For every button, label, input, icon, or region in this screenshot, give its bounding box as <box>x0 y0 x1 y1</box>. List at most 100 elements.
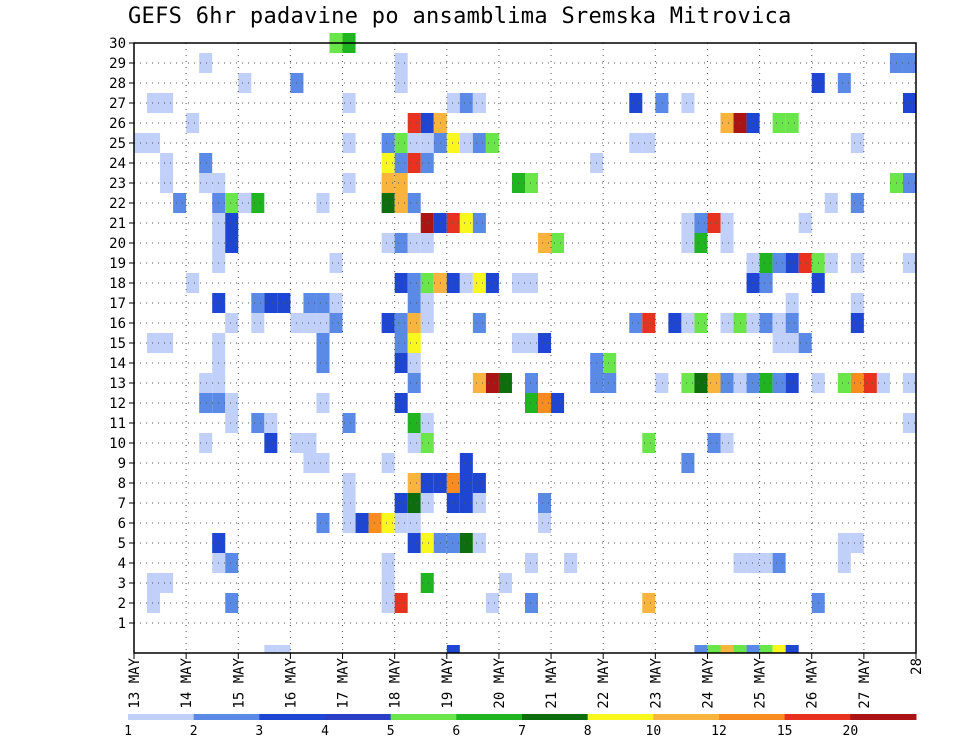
precip-cell <box>199 393 213 413</box>
precip-cell <box>837 553 851 573</box>
precip-cell <box>316 353 330 373</box>
precip-cell <box>251 313 265 333</box>
precip-cell <box>407 193 421 213</box>
precip-cell <box>759 373 773 393</box>
colorbar-label: 4 <box>321 724 329 739</box>
colorbar-segment <box>522 714 589 720</box>
precip-cell <box>472 313 486 333</box>
y-tick-label: 3 <box>118 576 126 592</box>
colorbar-label: 5 <box>387 724 395 739</box>
precip-cell <box>551 393 565 413</box>
precip-cell <box>525 173 539 193</box>
precip-cell <box>381 573 395 593</box>
precip-cell <box>902 53 916 73</box>
precip-cell <box>251 413 265 433</box>
y-tick-label: 17 <box>109 296 126 312</box>
precip-cell <box>394 153 408 173</box>
precip-cell <box>446 533 460 553</box>
precip-cell <box>850 373 864 393</box>
precip-cell <box>303 433 317 453</box>
x-tick-label: 17 MAY <box>336 657 352 708</box>
y-tick-label: 21 <box>109 216 126 232</box>
precip-cell <box>681 93 695 113</box>
precip-cell <box>394 273 408 293</box>
precip-cell <box>381 553 395 573</box>
precip-cell <box>381 593 395 613</box>
precip-cell <box>342 473 356 493</box>
precip-cell <box>446 213 460 233</box>
precip-cell <box>850 253 864 273</box>
precip-cell <box>420 293 434 313</box>
precip-cell <box>446 473 460 493</box>
precip-cell <box>538 233 552 253</box>
plot-frame <box>133 42 917 654</box>
y-tick-label: 5 <box>118 536 126 552</box>
precip-cell <box>746 313 760 333</box>
precip-cell <box>629 93 643 113</box>
precip-cell <box>694 313 708 333</box>
precip-cell <box>381 233 395 253</box>
y-tick-label: 14 <box>109 356 126 372</box>
precip-cell <box>642 133 656 153</box>
precip-cell <box>238 73 252 93</box>
precip-cell <box>655 93 669 113</box>
precip-cell <box>329 253 343 273</box>
precip-cell <box>342 173 356 193</box>
precip-cell <box>407 513 421 533</box>
precip-cell <box>564 553 578 573</box>
x-tick-label: 18 MAY <box>388 657 404 708</box>
precip-cell <box>420 473 434 493</box>
colorbar-label: 6 <box>452 724 460 739</box>
precip-cell <box>681 453 695 473</box>
colorbar-segment <box>587 714 654 720</box>
precip-cell <box>642 313 656 333</box>
precip-cell <box>485 373 499 393</box>
precip-cell <box>316 453 330 473</box>
y-tick-label: 19 <box>109 256 126 272</box>
precip-cell <box>772 333 786 353</box>
colorbar-label: 1 <box>124 724 132 739</box>
x-tick-label: 22 MAY <box>596 657 612 708</box>
precip-cell <box>551 233 565 253</box>
precip-cell <box>459 93 473 113</box>
precip-cell <box>264 293 278 313</box>
precip-cell <box>394 593 408 613</box>
precip-cell <box>342 133 356 153</box>
precip-cell <box>720 113 734 133</box>
precip-cell <box>772 553 786 573</box>
precip-cell <box>407 293 421 313</box>
precip-cell <box>199 433 213 453</box>
precip-cell <box>420 433 434 453</box>
colorbar-segment <box>390 714 457 720</box>
precip-cell <box>772 253 786 273</box>
precip-cell <box>264 413 278 433</box>
precip-cell <box>381 173 395 193</box>
precip-cell <box>147 133 161 153</box>
precip-cell <box>459 493 473 513</box>
precip-cell <box>459 273 473 293</box>
precip-cell <box>824 193 838 213</box>
precip-cell <box>850 133 864 153</box>
y-tick-label: 27 <box>109 96 126 112</box>
precip-cell <box>225 593 239 613</box>
precip-cell <box>681 213 695 233</box>
precip-cell <box>629 313 643 333</box>
precip-cell <box>251 193 265 213</box>
precip-cell-strip <box>264 645 278 653</box>
colorbar-segment <box>193 714 260 720</box>
precip-cell <box>446 93 460 113</box>
precip-cell <box>459 213 473 233</box>
precip-cell <box>850 293 864 313</box>
chart-title: GEFS 6hr padavine po ansamblima Sremska … <box>128 4 792 29</box>
precip-cell <box>147 593 161 613</box>
y-tick-label: 22 <box>109 196 126 212</box>
precip-cell <box>525 553 539 573</box>
precip-cell <box>394 53 408 73</box>
colorbar-label: 12 <box>711 724 727 739</box>
precip-cell <box>694 233 708 253</box>
precip-cell <box>420 533 434 553</box>
precip-cell <box>420 113 434 133</box>
precip-cell <box>394 493 408 513</box>
colorbar-segment <box>128 714 195 720</box>
precip-cell <box>850 313 864 333</box>
